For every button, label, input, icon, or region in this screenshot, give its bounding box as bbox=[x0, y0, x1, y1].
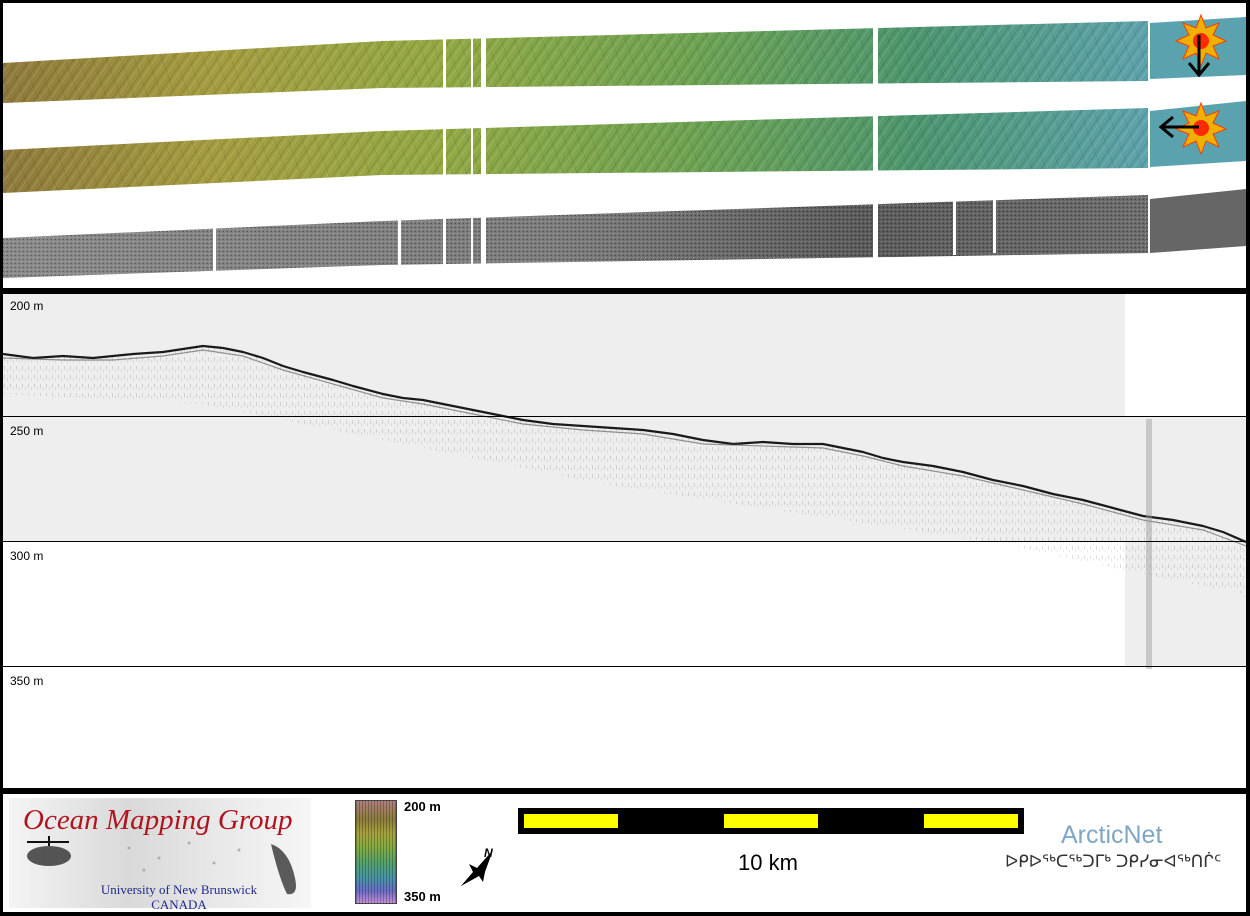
seafloor-profile-line bbox=[3, 344, 1246, 544]
depth-profile-panel: 200 m 250 m 300 m 350 m bbox=[3, 294, 1246, 788]
depth-label-200: 200 m bbox=[10, 299, 44, 313]
scale-bar-segment bbox=[724, 814, 818, 828]
depth-profile-image bbox=[3, 294, 1246, 669]
swath-strips-panel bbox=[3, 3, 1246, 288]
colorbar-bottom-label: 350 m bbox=[404, 889, 441, 904]
scale-bar-segment bbox=[524, 814, 618, 828]
logo-graphic bbox=[27, 836, 296, 895]
scale-bar-label: 10 km bbox=[738, 850, 798, 875]
compass-label: N bbox=[484, 846, 493, 860]
arrow-left-icon bbox=[1158, 115, 1199, 139]
sun-icon bbox=[1174, 13, 1228, 68]
arrow-down-icon bbox=[1187, 35, 1211, 78]
swath-strip-east-lit bbox=[3, 101, 1246, 193]
depth-label-250: 250 m bbox=[10, 424, 44, 438]
ogm-university-name: University of New Brunswick bbox=[100, 882, 258, 897]
swath-strips-image bbox=[3, 13, 1246, 278]
legend-panel: Ocean Mapping Group University of New Br… bbox=[3, 794, 1246, 912]
swath-strip-north-lit bbox=[3, 17, 1246, 103]
depth-colorbar bbox=[355, 800, 397, 904]
sun-icon bbox=[1174, 101, 1228, 156]
colorbar-top-label: 200 m bbox=[404, 799, 441, 814]
scale-bar bbox=[518, 808, 1024, 834]
water-column-anomaly bbox=[1146, 419, 1152, 669]
depth-label-300: 300 m bbox=[10, 549, 44, 563]
ocean-mapping-group-logo: Ocean Mapping Group University of New Br… bbox=[9, 798, 311, 912]
scale-bar-segment bbox=[924, 814, 1018, 828]
depth-label-350: 350 m bbox=[10, 674, 44, 688]
ogm-title: Ocean Mapping Group bbox=[23, 804, 293, 836]
arcticnet-syllabics: ᐅᑭᐅᖅᑕᖅᑐᒥᒃ ᑐᑭᓯᓂᐊᖅᑎᒌᑦ bbox=[1005, 852, 1222, 871]
ogm-university: University of New Brunswick CANADA bbox=[69, 882, 289, 912]
ogm-country: CANADA bbox=[151, 897, 207, 912]
swath-strip-backscatter bbox=[3, 189, 1246, 278]
north-arrow-icon bbox=[461, 850, 493, 886]
arcticnet-logo: ArcticNet bbox=[1061, 821, 1163, 849]
